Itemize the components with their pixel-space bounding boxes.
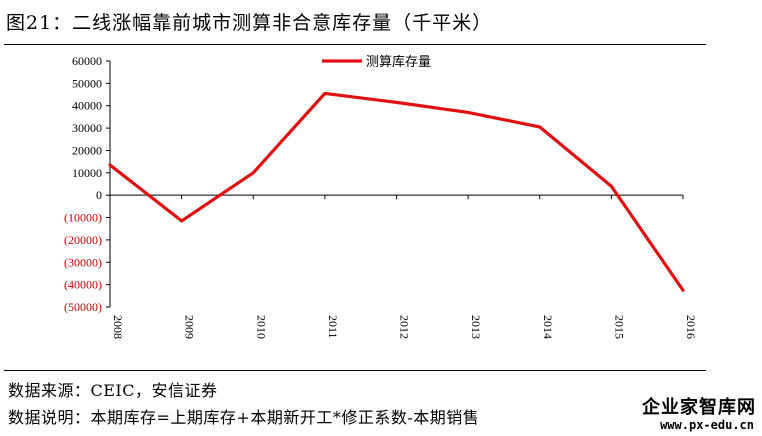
- x-tick-label: 2008: [111, 315, 125, 339]
- y-tick-label: 60000: [72, 54, 102, 68]
- y-tick-label: (10000): [64, 211, 102, 225]
- x-tick-label: 2011: [326, 315, 340, 339]
- y-tick-label: 40000: [72, 99, 102, 113]
- watermark-url: www.px-edu.cn: [660, 418, 754, 432]
- data-source: 数据来源：CEIC，安信证券: [8, 381, 218, 400]
- y-tick-label: 10000: [72, 166, 102, 180]
- y-tick-label: 20000: [72, 143, 102, 157]
- x-tick-label: 2015: [612, 315, 626, 339]
- chart-title: 图21：二线涨幅靠前城市测算非合意库存量（千平米）: [6, 12, 493, 34]
- legend-label: 测算库存量: [366, 54, 431, 70]
- title-divider: [4, 44, 706, 45]
- y-tick-label: (20000): [64, 233, 102, 247]
- footer-divider: [4, 370, 706, 371]
- y-tick-label: 50000: [72, 76, 102, 90]
- y-tick-label: (30000): [64, 255, 102, 269]
- y-tick-label: 30000: [72, 121, 102, 135]
- x-tick-label: 2014: [541, 315, 555, 339]
- x-tick-label: 2010: [254, 315, 268, 339]
- data-note: 数据说明：本期库存=上期库存+本期新开工*修正系数-本期销售: [8, 408, 480, 427]
- x-tick-label: 2009: [183, 315, 197, 339]
- x-tick-label: 2013: [469, 315, 483, 339]
- x-tick-label: 2012: [398, 315, 412, 339]
- y-tick-label: (50000): [64, 300, 102, 314]
- x-tick-label: 2016: [684, 315, 698, 339]
- y-tick-label: 0: [96, 188, 102, 202]
- y-tick-label: (40000): [64, 278, 102, 292]
- series-line: [108, 91, 685, 292]
- watermark-name: 企业家智库网: [642, 397, 756, 418]
